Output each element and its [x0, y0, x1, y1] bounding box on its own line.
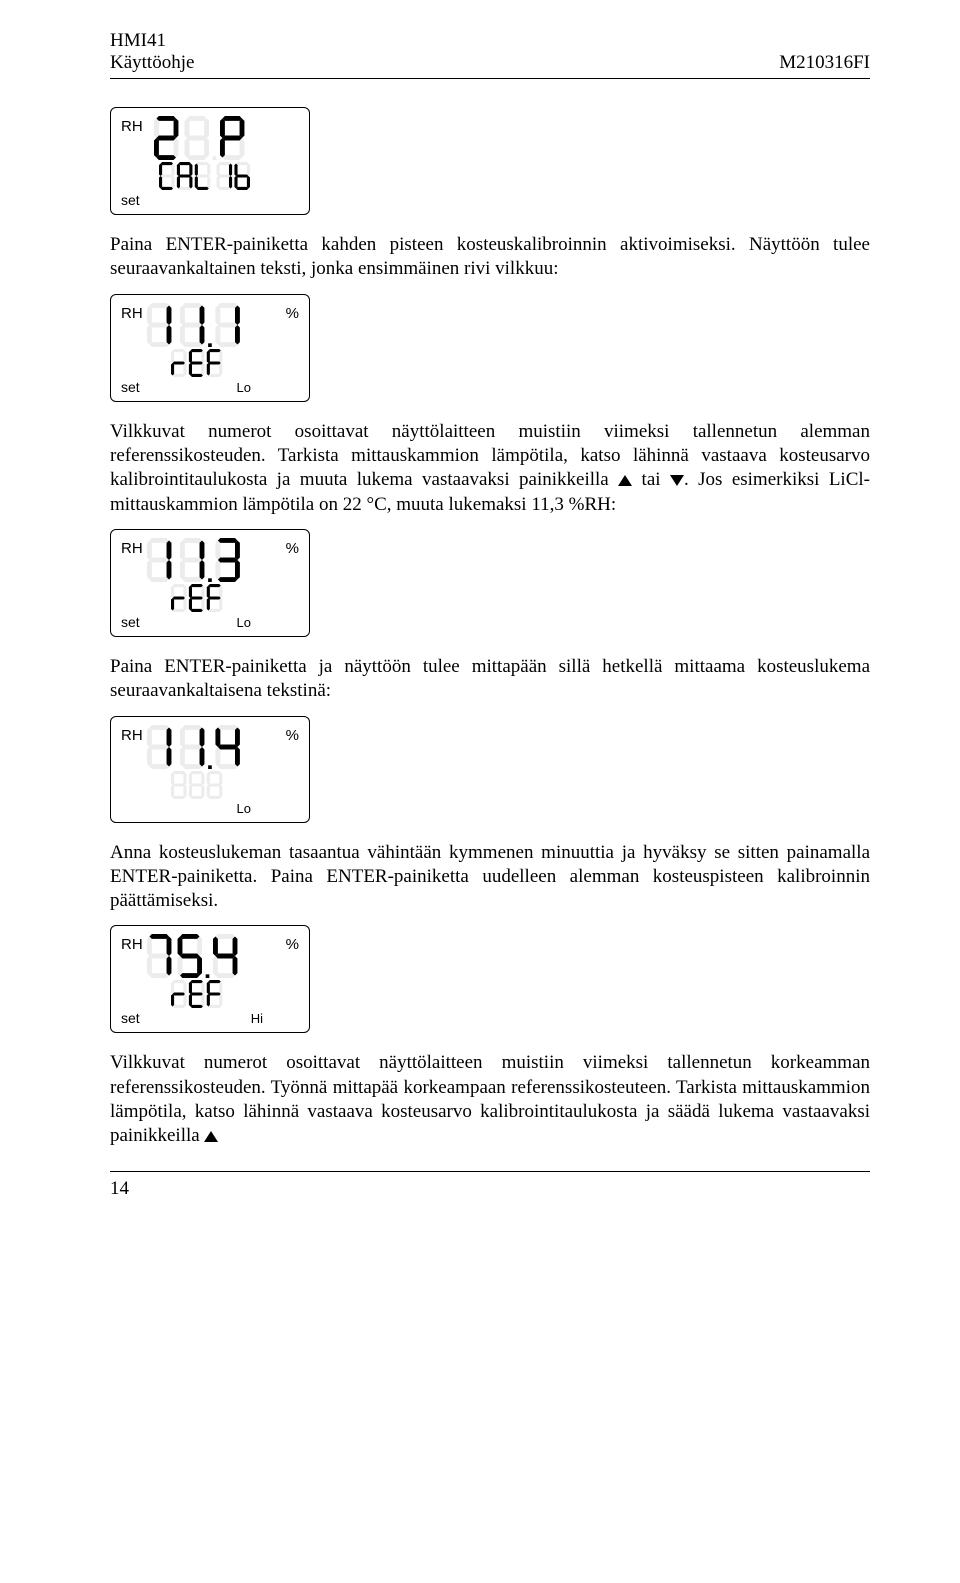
- header-rule: [110, 78, 870, 79]
- lcd4-sub-ghost: [171, 771, 249, 799]
- lcd2-rh-label: RH: [121, 305, 143, 322]
- header-right: M210316FI: [779, 52, 870, 74]
- lcd2-lo-label: Lo: [237, 380, 251, 395]
- page-header: HMI41 Käyttöohje M210316FI: [110, 30, 870, 74]
- lcd3-sub-digits: [171, 584, 249, 612]
- para2-part-b: tai: [632, 469, 670, 490]
- lcd3-main-digits: [147, 538, 281, 582]
- lcd5-set-label: set: [121, 1010, 140, 1026]
- lcd3-lo-label: Lo: [237, 615, 251, 630]
- header-model: HMI41: [110, 30, 194, 52]
- paragraph-4: Anna kosteuslukeman tasaantua vähintään …: [110, 841, 870, 914]
- down-triangle-icon: [670, 475, 684, 486]
- paragraph-5: Vilkkuvat numerot osoittavat näyttölaitt…: [110, 1051, 870, 1148]
- lcd4-rh-label: RH: [121, 727, 143, 744]
- lcd-display-4: RH % Lo: [110, 716, 310, 823]
- footer-rule: [110, 1171, 870, 1172]
- para5-part-a: Vilkkuvat numerot osoittavat näyttölaitt…: [110, 1052, 870, 1146]
- up-triangle-icon: [618, 475, 632, 486]
- document-page: HMI41 Käyttöohje M210316FI RH: [0, 0, 960, 1230]
- lcd2-sub-digits: [171, 349, 249, 377]
- lcd5-pct-label: %: [286, 936, 299, 953]
- lcd4-pct-label: %: [286, 727, 299, 744]
- header-left: HMI41 Käyttöohje: [110, 30, 194, 74]
- lcd-display-2: RH % set Lo: [110, 294, 310, 402]
- lcd1-sub-digits: [159, 162, 260, 190]
- lcd4-main-digits: [147, 725, 281, 769]
- header-title: Käyttöohje: [110, 52, 194, 74]
- lcd3-rh-label: RH: [121, 540, 143, 557]
- lcd4-lo-label: Lo: [237, 801, 251, 816]
- lcd5-sub-digits: [171, 980, 249, 1008]
- lcd5-hi-label: Hi: [251, 1011, 263, 1026]
- lcd1-rh-label: RH: [121, 118, 143, 135]
- lcd-display-1: RH set: [110, 107, 310, 215]
- lcd3-pct-label: %: [286, 540, 299, 557]
- paragraph-3: Paina ENTER-painiketta ja näyttöön tulee…: [110, 655, 870, 704]
- lcd5-main-digits: [147, 934, 281, 978]
- up-triangle-icon-2: [204, 1131, 218, 1142]
- page-number: 14: [110, 1178, 870, 1200]
- lcd1-set-label: set: [121, 192, 140, 208]
- lcd5-rh-label: RH: [121, 936, 143, 953]
- lcd-display-5: RH % set Hi: [110, 925, 310, 1033]
- lcd2-pct-label: %: [286, 305, 299, 322]
- lcd2-set-label: set: [121, 379, 140, 395]
- paragraph-2: Vilkkuvat numerot osoittavat näyttölaitt…: [110, 420, 870, 517]
- lcd1-main-digits: [154, 116, 288, 160]
- lcd2-main-digits: [147, 303, 281, 347]
- lcd-display-3: RH % set Lo: [110, 529, 310, 637]
- paragraph-1: Paina ENTER-painiketta kahden pisteen ko…: [110, 233, 870, 282]
- lcd3-set-label: set: [121, 614, 140, 630]
